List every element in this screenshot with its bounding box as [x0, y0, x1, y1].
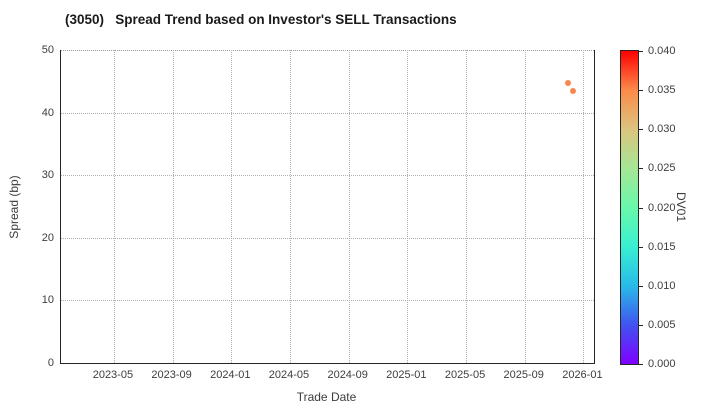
x-gridline: [524, 50, 526, 363]
colorbar-tick-label: 0.030: [648, 123, 676, 136]
x-axis-label: Trade Date: [296, 390, 357, 404]
colorbar-tick-label: 0.000: [648, 358, 676, 370]
colorbar-tickmark: [638, 51, 643, 52]
colorbar-label: DV01: [674, 191, 688, 223]
y-gridline: [61, 300, 594, 302]
y-tick-label: 50: [41, 44, 54, 56]
x-gridline: [113, 50, 115, 363]
colorbar-tickmark: [638, 285, 643, 287]
x-gridline: [407, 50, 409, 363]
x-tick-label: 2023-09: [151, 369, 192, 381]
y-tick-label: 20: [41, 231, 54, 244]
x-tick-label: 2024-09: [327, 369, 368, 381]
data-point: [564, 80, 571, 87]
plot-area: [60, 50, 595, 364]
y-gridline: [61, 237, 594, 239]
colorbar-tick-label: 0.010: [648, 279, 676, 292]
y-gridline: [61, 175, 594, 177]
colorbar-tick-label: 0.020: [648, 201, 676, 214]
y-tick-label: 30: [41, 169, 54, 182]
colorbar-tick-label: 0.005: [648, 318, 676, 331]
data-point: [569, 88, 576, 95]
colorbar-tick-label: 0.025: [648, 162, 676, 175]
y-tick-label: 10: [41, 294, 54, 307]
x-gridline: [289, 50, 291, 363]
x-gridline: [348, 50, 350, 363]
x-gridline: [172, 50, 174, 363]
chart-title: (3050) Spread Trend based on Investor's …: [65, 12, 457, 27]
colorbar-tick-label: 0.040: [648, 45, 676, 57]
x-tick-label: 2025-01: [386, 369, 427, 381]
colorbar-tickmark: [638, 129, 643, 131]
colorbar: 0.040 0.035 0.030 0.025 0.020 0.015 0.010 0.005…: [620, 45, 676, 370]
colorbar-tickmark: [638, 364, 643, 365]
colorbar-tick-label: 0.035: [648, 84, 676, 97]
colorbar-tickmark: [638, 324, 643, 326]
colorbar-tickmark: [638, 168, 643, 170]
x-tick-label: 2026-01: [562, 369, 603, 381]
x-tick-label: 2024-01: [210, 369, 251, 381]
colorbar-tick-label: 0.015: [648, 240, 676, 253]
top-gridline: [61, 50, 594, 51]
colorbar-gradient: [621, 51, 638, 364]
x-tick-label: 2023-05: [92, 369, 134, 381]
x-tick-label: 2024-05: [268, 369, 310, 381]
y-gridline: [61, 112, 594, 114]
x-gridline: [231, 50, 233, 363]
x-tick-label: 2025-05: [444, 369, 486, 381]
colorbar-tickmark: [638, 246, 643, 248]
x-gridline: [583, 50, 585, 363]
y-tick-label: 40: [41, 106, 54, 119]
x-gridline: [466, 50, 468, 363]
x-tick-label: 2025-09: [503, 369, 544, 381]
colorbar-tickmark: [638, 207, 643, 209]
colorbar-tickmark: [638, 90, 643, 92]
y-tick-label: 0: [47, 357, 54, 369]
